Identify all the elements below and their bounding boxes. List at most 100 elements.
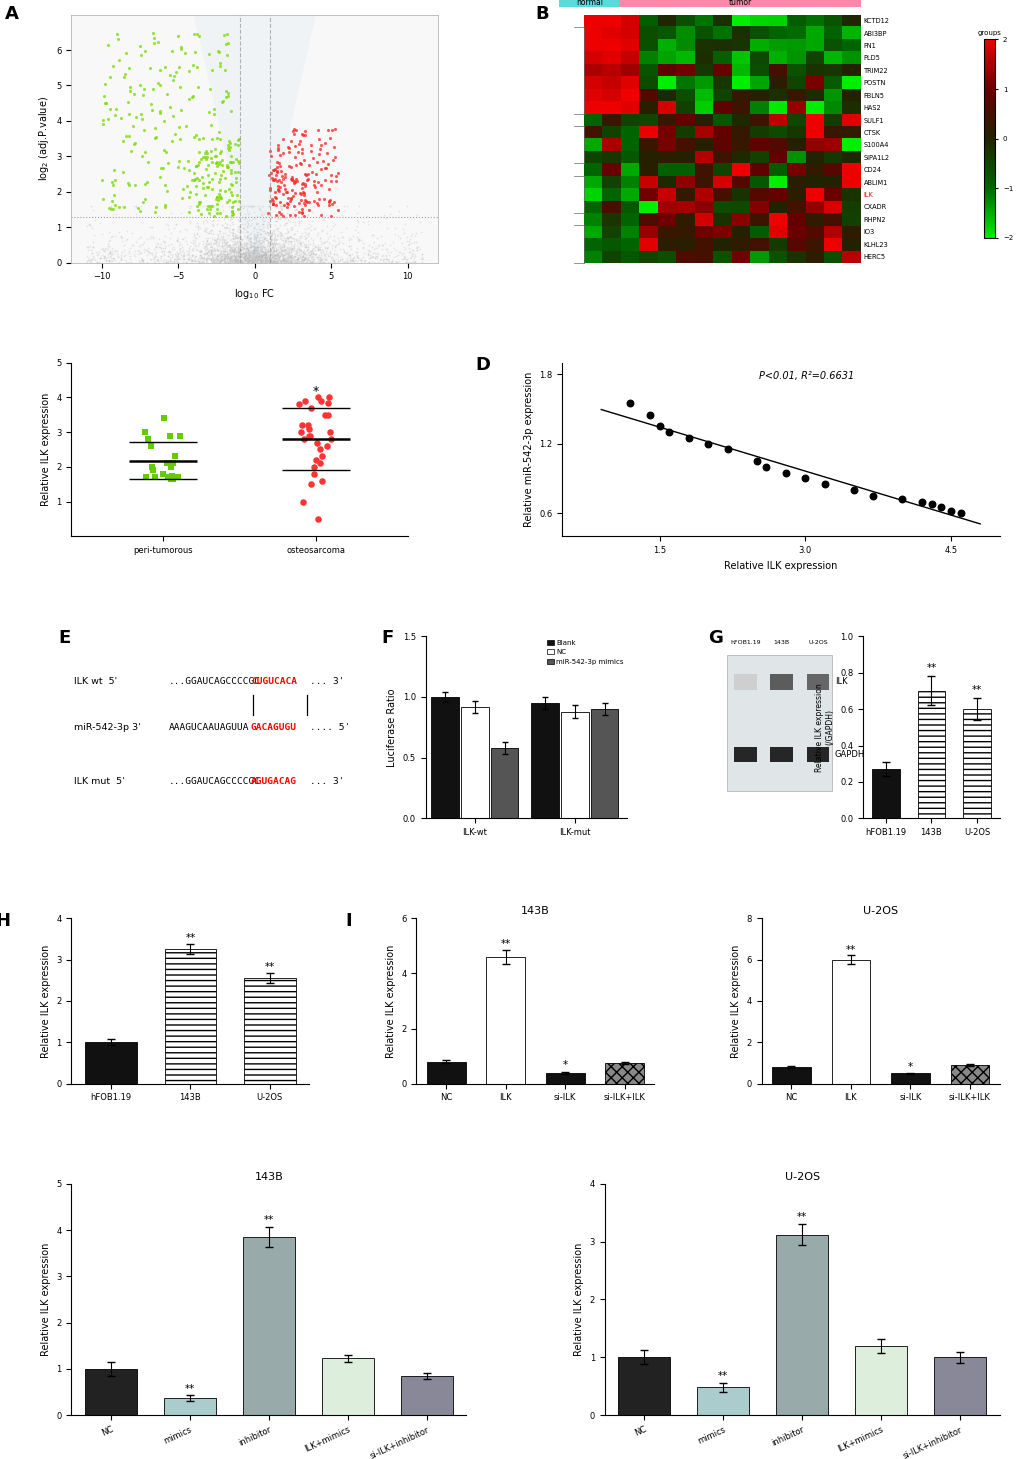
Point <box>186 39 203 63</box>
Point <box>227 248 244 271</box>
Point <box>195 245 211 268</box>
Point <box>333 247 350 270</box>
Point <box>301 242 317 266</box>
Point <box>341 244 358 267</box>
Point <box>239 248 256 271</box>
Point <box>222 235 238 258</box>
Point <box>378 247 394 270</box>
Point <box>209 197 225 220</box>
Point <box>148 235 164 258</box>
Point <box>242 229 258 252</box>
Point <box>231 241 248 264</box>
Point <box>278 212 294 235</box>
Point <box>231 235 248 258</box>
Point <box>133 247 150 270</box>
Point <box>236 247 253 270</box>
Point <box>340 229 357 252</box>
Point <box>207 239 223 263</box>
Point <box>249 236 265 260</box>
Point <box>207 229 223 252</box>
Point <box>120 239 137 263</box>
Point <box>128 194 145 217</box>
Point <box>225 238 242 261</box>
Point <box>377 247 393 270</box>
Point <box>183 238 200 261</box>
Title: 143B: 143B <box>521 906 549 916</box>
Point <box>240 238 257 261</box>
Point <box>253 222 269 245</box>
Point <box>245 245 261 268</box>
Point <box>240 248 257 271</box>
Point <box>246 242 262 266</box>
Point <box>321 188 337 212</box>
Point <box>199 241 215 264</box>
Point <box>240 220 257 244</box>
Point <box>216 248 232 271</box>
Point <box>264 235 280 258</box>
Point <box>221 233 237 257</box>
Point <box>249 242 265 266</box>
Point <box>264 245 280 268</box>
Point <box>301 153 317 177</box>
Point <box>258 245 274 268</box>
Point <box>294 490 311 514</box>
Point <box>255 241 271 264</box>
Point <box>309 430 325 454</box>
Point <box>259 220 275 244</box>
Point <box>173 232 190 255</box>
Point <box>255 241 271 264</box>
Point <box>776 461 793 484</box>
Point <box>283 244 300 267</box>
Point <box>214 90 230 114</box>
Point <box>293 245 310 268</box>
Point <box>257 241 273 264</box>
Point <box>98 248 114 271</box>
Point <box>239 251 256 274</box>
Point <box>257 244 273 267</box>
Point <box>268 251 284 274</box>
Point <box>348 201 365 225</box>
Point <box>254 244 270 267</box>
Point <box>312 251 328 274</box>
Point <box>103 226 119 249</box>
Point <box>294 244 311 267</box>
Point <box>198 235 214 258</box>
Point <box>222 236 238 260</box>
Point <box>234 247 251 270</box>
Point <box>264 222 280 245</box>
Point <box>287 251 304 274</box>
Point <box>144 214 160 238</box>
Point <box>239 247 256 270</box>
Point <box>201 241 217 264</box>
Point <box>230 235 247 258</box>
Point <box>240 238 257 261</box>
Point <box>253 251 269 274</box>
Point <box>206 238 222 261</box>
Point <box>244 249 260 273</box>
Point <box>267 239 283 263</box>
Point <box>236 245 253 268</box>
Point <box>202 235 218 258</box>
Point <box>239 242 256 266</box>
Point <box>251 244 267 267</box>
Point <box>199 229 215 252</box>
Point <box>316 251 332 274</box>
Point <box>381 203 397 226</box>
Point <box>159 249 175 273</box>
Point <box>246 238 262 261</box>
Point <box>252 248 268 271</box>
Point <box>175 244 192 267</box>
Point <box>342 235 359 258</box>
Point <box>220 242 236 266</box>
Point <box>198 247 214 270</box>
Point <box>151 228 167 251</box>
Point <box>291 130 308 153</box>
Point <box>299 239 315 263</box>
Point <box>297 220 313 244</box>
Point <box>256 226 272 249</box>
Point <box>222 162 238 185</box>
Point <box>208 232 224 255</box>
Point <box>107 238 123 261</box>
Point <box>303 219 319 242</box>
Point <box>169 251 185 274</box>
